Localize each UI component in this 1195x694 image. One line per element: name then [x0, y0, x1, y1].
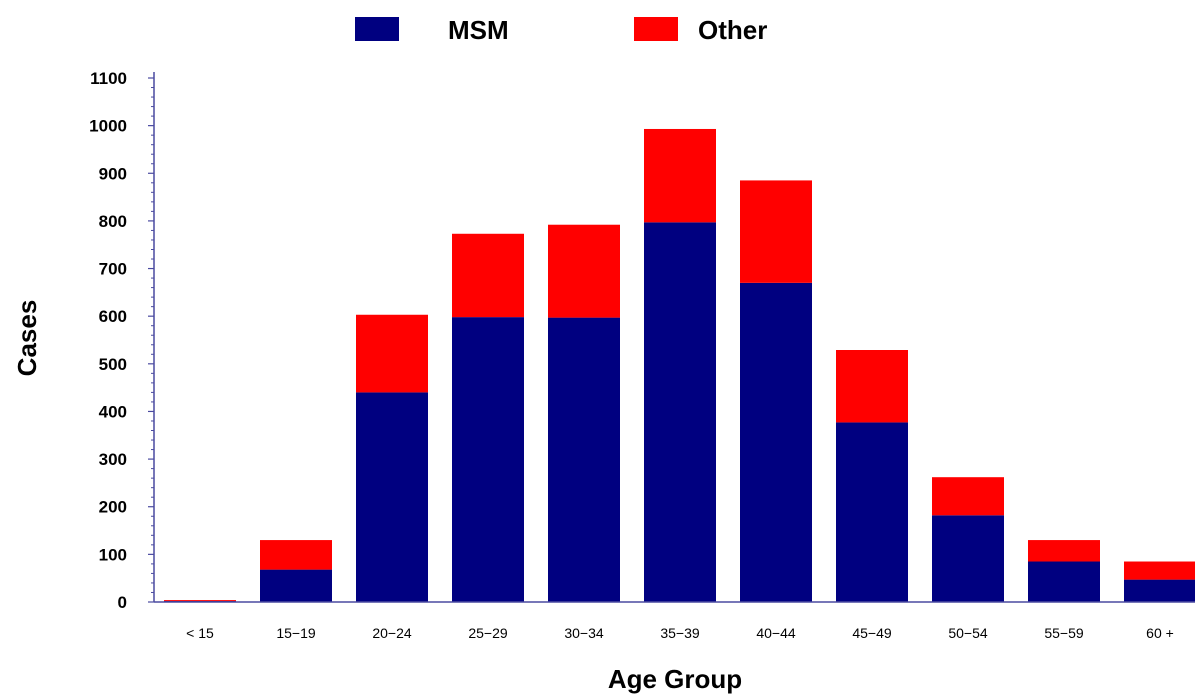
- x-tick-label: 55−59: [1044, 625, 1084, 641]
- bar-msm-8: [932, 515, 1004, 602]
- x-tick-label: 30−34: [564, 625, 604, 641]
- y-tick-label: 100: [99, 545, 127, 564]
- bars: [164, 128, 1195, 602]
- bar-msm-5: [644, 222, 716, 602]
- legend-label-other: Other: [698, 15, 767, 45]
- bar-other-8: [932, 477, 1004, 516]
- x-axis-title: Age Group: [608, 664, 742, 694]
- bar-msm-6: [740, 282, 812, 602]
- y-tick-label: 400: [99, 402, 127, 421]
- x-tick-label: 20−24: [372, 625, 412, 641]
- bar-other-2: [356, 314, 428, 393]
- legend: MSM Other: [355, 15, 767, 45]
- bar-other-9: [1028, 540, 1100, 562]
- x-tick-label: 45−49: [852, 625, 892, 641]
- bar-msm-10: [1124, 579, 1195, 602]
- x-tick-label: 15−19: [276, 625, 316, 641]
- bar-msm-4: [548, 317, 620, 602]
- x-tick-label: < 15: [186, 625, 214, 641]
- bar-msm-7: [836, 422, 908, 602]
- bar-msm-1: [260, 569, 332, 602]
- x-tick-label: 35−39: [660, 625, 700, 641]
- bar-msm-3: [452, 317, 524, 602]
- bar-other-3: [452, 233, 524, 318]
- y-tick-label: 500: [99, 355, 127, 374]
- y-tick-label: 0: [118, 593, 127, 612]
- bar-other-6: [740, 180, 812, 283]
- bar-other-10: [1124, 561, 1195, 580]
- bar-other-4: [548, 224, 620, 318]
- y-tick-label: 200: [99, 498, 127, 517]
- y-tick-label: 900: [99, 164, 127, 183]
- y-axis-title: Cases: [12, 300, 42, 377]
- x-axis-tick-labels: < 15 15−19 20−24 25−29 30−34 35−39 40−44 45−49 5…: [186, 625, 1174, 641]
- y-tick-label: 600: [99, 307, 127, 326]
- x-tick-label: 25−29: [468, 625, 508, 641]
- y-tick-label: 1000: [89, 117, 127, 136]
- bar-msm-2: [356, 392, 428, 602]
- bar-other-7: [836, 350, 908, 423]
- bar-other-0: [164, 600, 236, 602]
- y-tick-label: 700: [99, 260, 127, 279]
- legend-label-msm: MSM: [448, 15, 509, 45]
- legend-swatch-msm: [355, 17, 399, 41]
- y-tick-label: 300: [99, 450, 127, 469]
- x-tick-label: 60 +: [1146, 625, 1174, 641]
- y-tick-label: 800: [99, 212, 127, 231]
- bar-other-5: [644, 128, 716, 223]
- bar-msm-9: [1028, 561, 1100, 602]
- x-tick-label: 40−44: [756, 625, 796, 641]
- x-tick-label: 50−54: [948, 625, 988, 641]
- legend-swatch-other: [634, 17, 678, 41]
- y-axis-ticks: 0 100 200 300 400 500 600 700 800 900 1000 1100: [89, 69, 154, 612]
- y-tick-label: 1100: [90, 69, 127, 88]
- bar-other-1: [260, 540, 332, 570]
